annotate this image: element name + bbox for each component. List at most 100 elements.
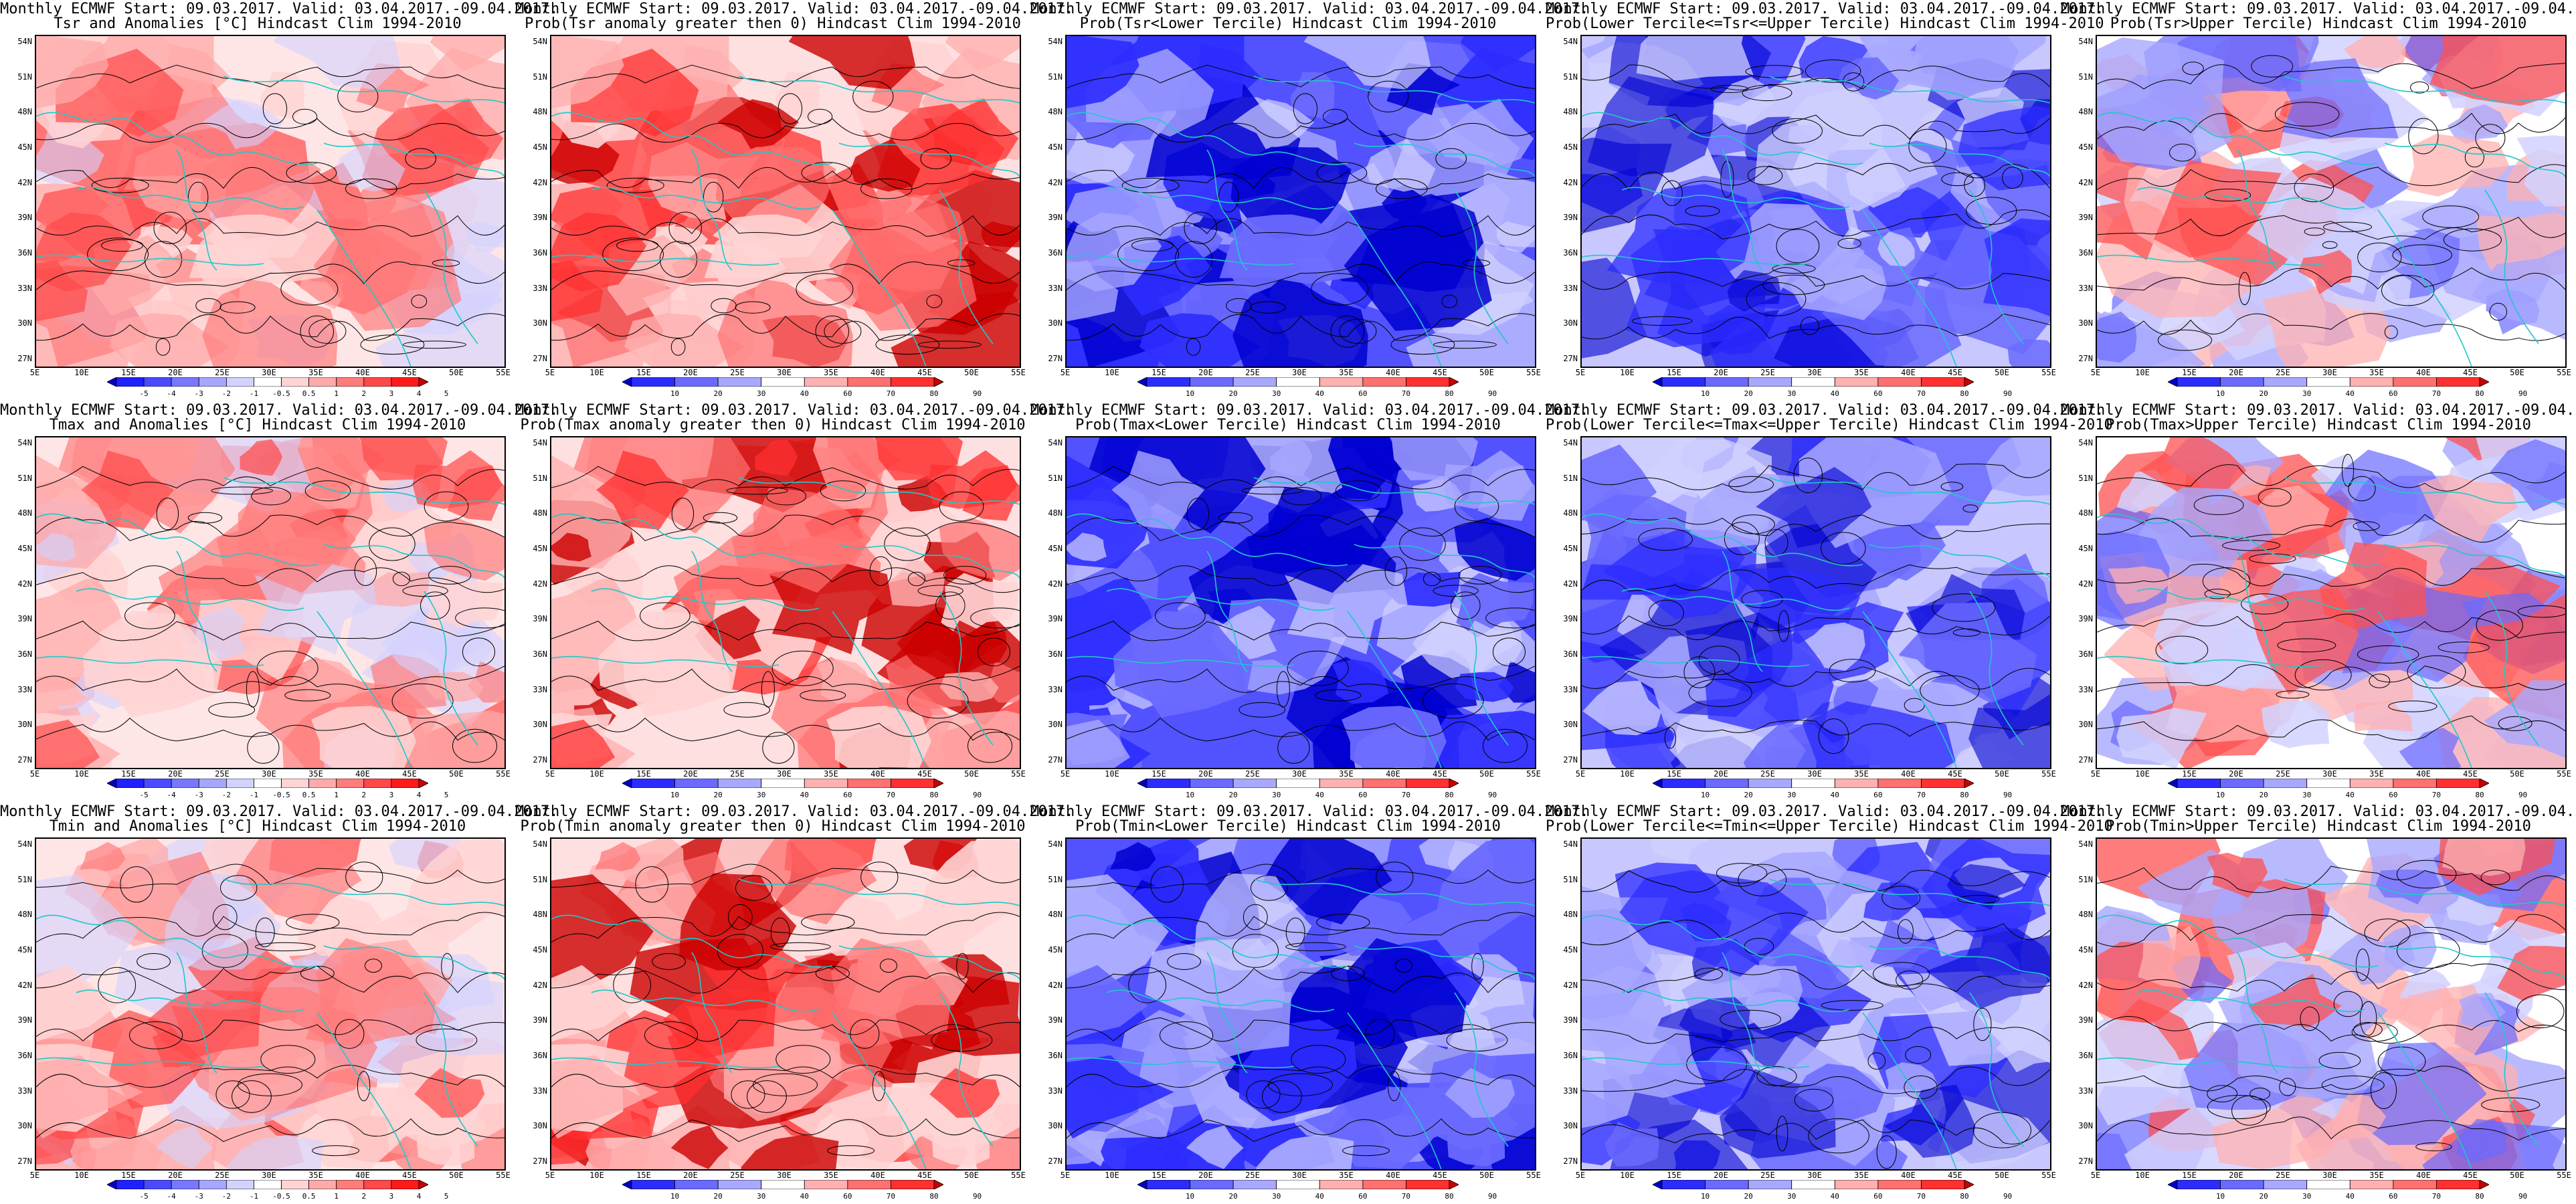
lat-label: 36N xyxy=(1048,649,1063,659)
forecast-map[interactable] xyxy=(2096,436,2567,769)
lon-label: 15E xyxy=(2182,769,2197,779)
contour-line xyxy=(2396,860,2457,889)
contour-line xyxy=(917,585,963,597)
lat-label: 54N xyxy=(2078,37,2093,46)
field-region xyxy=(197,214,308,265)
contour-line xyxy=(219,301,256,314)
forecast-map[interactable] xyxy=(1580,837,2051,1171)
lat-label: 27N xyxy=(1048,755,1063,765)
contour-line xyxy=(2002,167,2023,189)
forecast-map[interactable] xyxy=(1580,436,2051,769)
lon-label: 20E xyxy=(1198,769,1213,779)
lat-label: 30N xyxy=(1048,318,1063,328)
contour-line xyxy=(402,585,448,597)
contour-line xyxy=(640,602,691,629)
forecast-map[interactable] xyxy=(1065,436,1536,769)
forecast-map[interactable] xyxy=(1065,837,1536,1171)
contour-line xyxy=(2207,1085,2238,1103)
contour-line xyxy=(260,1045,316,1074)
field-region xyxy=(147,989,262,1060)
forecast-map[interactable] xyxy=(2096,837,2567,1171)
lat-label: 54N xyxy=(2078,839,2093,849)
field-region xyxy=(826,706,931,768)
contour-line xyxy=(36,466,504,490)
forecast-map[interactable] xyxy=(35,436,506,769)
lon-label: 50E xyxy=(964,1171,979,1180)
contour-line xyxy=(424,491,469,522)
field-region xyxy=(786,1081,934,1169)
coastline xyxy=(1454,992,1509,1147)
field-region xyxy=(1336,938,1467,1048)
colorbar-label: 30 xyxy=(757,389,766,398)
field-region xyxy=(397,710,504,768)
contour-line xyxy=(800,689,846,702)
forecast-map[interactable] xyxy=(550,436,1021,769)
lon-label: 25E xyxy=(215,1171,229,1180)
colorbar xyxy=(2168,779,2489,788)
coastline xyxy=(36,656,264,668)
colorbar-swatch xyxy=(363,779,392,788)
forecast-map[interactable] xyxy=(550,837,1021,1171)
contour-line xyxy=(2480,870,2510,886)
forecast-map[interactable] xyxy=(2096,35,2567,368)
colorbar-swatch xyxy=(1449,1180,1459,1189)
colorbar-swatch xyxy=(891,1180,935,1189)
coastline xyxy=(424,992,478,1147)
colorbar-swatch xyxy=(1653,377,1663,387)
contour-line xyxy=(1316,914,1370,931)
colorbar-swatch xyxy=(1834,377,1879,387)
panel-title-line1: Monthly ECMWF Start: 09.03.2017. Valid: … xyxy=(515,402,1074,419)
lat-label: 54N xyxy=(1563,839,1578,849)
forecast-map[interactable] xyxy=(35,837,506,1171)
contour-line xyxy=(1897,919,1914,944)
lon-label: 55E xyxy=(1011,769,1026,779)
contour-line xyxy=(2193,495,2244,515)
map-panel: Monthly ECMWF Start: 09.03.2017. Valid: … xyxy=(515,401,1074,803)
forecast-map[interactable] xyxy=(550,35,1021,368)
contour-line xyxy=(365,959,382,973)
lat-label: 27N xyxy=(1048,354,1063,363)
colorbar-label: 80 xyxy=(929,791,939,799)
colorbar-swatch xyxy=(717,1180,762,1189)
field-region xyxy=(747,839,877,925)
coastline xyxy=(1969,189,2024,344)
lat-label: 42N xyxy=(1048,980,1063,990)
field-region xyxy=(1067,260,1119,322)
lon-label: 5E xyxy=(545,769,555,779)
colorbar-label: 20 xyxy=(2259,1192,2268,1201)
lon-label: 15E xyxy=(2182,1171,2197,1180)
lon-label: 55E xyxy=(496,769,511,779)
coastline xyxy=(2384,142,2565,177)
contour-line xyxy=(1128,967,1167,1003)
contour-line xyxy=(735,301,771,314)
colorbar-label: 30 xyxy=(757,1192,766,1201)
coastline xyxy=(1347,1012,1442,1169)
colorbar-swatch xyxy=(198,779,227,788)
lat-label: 30N xyxy=(17,1121,32,1131)
colorbar-label: 20 xyxy=(1744,791,1753,799)
map-panel: Monthly ECMWF Start: 09.03.2017. Valid: … xyxy=(0,803,558,1204)
map-panel: Monthly ECMWF Start: 09.03.2017. Valid: … xyxy=(1030,0,1588,401)
field-region xyxy=(939,672,999,702)
colorbar-swatch xyxy=(2168,1180,2178,1189)
forecast-map[interactable] xyxy=(1580,35,2051,368)
field-region xyxy=(1178,989,1292,1060)
contour-line xyxy=(2381,275,2435,306)
field-region xyxy=(2399,728,2462,768)
forecast-map[interactable] xyxy=(1065,35,1536,368)
lon-label: 50E xyxy=(1995,1171,2009,1180)
lat-label: 33N xyxy=(17,684,32,694)
colorbar-swatch xyxy=(336,1180,365,1189)
coastline xyxy=(738,76,1020,104)
field-region xyxy=(850,138,921,192)
field-region xyxy=(755,439,798,476)
colorbar-label: 10 xyxy=(670,1192,680,1201)
lon-label: 10E xyxy=(74,1171,89,1180)
contour-line xyxy=(935,591,965,620)
field-region xyxy=(424,672,484,702)
colorbar-label: 5 xyxy=(444,1192,449,1201)
coastline xyxy=(1454,591,1509,746)
forecast-map[interactable] xyxy=(35,35,506,368)
field-region xyxy=(1605,725,1680,768)
lon-label: 5E xyxy=(29,368,40,377)
